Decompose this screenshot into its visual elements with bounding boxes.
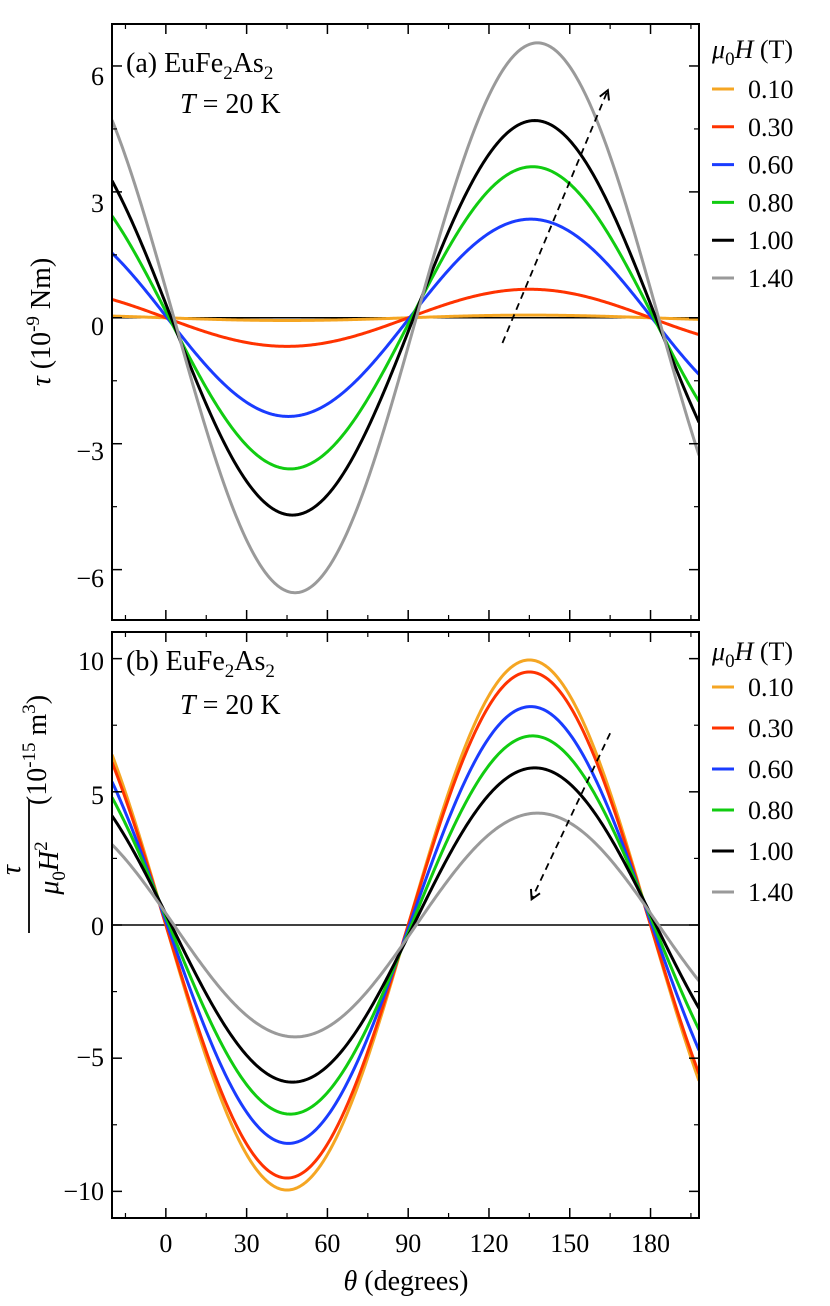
panel-a-legend: μ0H (T) 0.10 0.30 0.60 0.80 1.00 1.40 <box>711 35 794 293</box>
x-tick-label: 0 <box>159 1229 172 1258</box>
series-line-0.30 <box>112 287 699 348</box>
legend-label-1.40: 1.40 <box>748 264 794 293</box>
panel-b-frame <box>111 631 700 1219</box>
panel-b-ytick-label: −5 <box>76 1043 104 1072</box>
legend-label-0.30: 0.30 <box>748 113 794 142</box>
series-line-0.60 <box>112 217 699 418</box>
panel-b-legend: μ0H (T) 0.10 0.30 0.60 0.80 1.00 1.40 <box>711 637 794 907</box>
panel-a-ytick-label: −3 <box>76 437 104 466</box>
x-tick-label: 120 <box>469 1229 508 1258</box>
legend-label-0.80: 0.80 <box>748 188 794 217</box>
panel-a-series-group <box>112 41 699 595</box>
panel-a-frame <box>111 23 700 621</box>
panel-a-temperature: T = 20 K <box>180 89 281 120</box>
series-line-1.40 <box>112 811 699 1039</box>
panel-a-ytick-label: 3 <box>91 189 104 218</box>
panel-b-title: (b) EuFe2As2 <box>126 646 275 682</box>
panel-b-ytick-label: −10 <box>63 1177 104 1206</box>
legend-label-0.30: 0.30 <box>748 714 794 743</box>
legend-label-1.40: 1.40 <box>748 878 794 907</box>
x-tick-label: 60 <box>314 1229 340 1258</box>
panel-b-ytick-label: 10 <box>78 647 104 676</box>
panel-b: 10 5 0 −5 −10 τ μ0H2 (10-15 m3) (b) EuFe… <box>0 631 794 1297</box>
legend-label-1.00: 1.00 <box>748 837 794 866</box>
x-tick-label: 30 <box>234 1229 260 1258</box>
series-line-1.00 <box>112 119 699 517</box>
legend-label-1.00: 1.00 <box>748 226 794 255</box>
x-tick-label: 180 <box>631 1229 670 1258</box>
legend-label-0.60: 0.60 <box>748 755 794 784</box>
panel-a-ytick-label: 0 <box>91 312 104 341</box>
panel-a: 6 3 0 −3 −6 τ (10-9 Nm) (a) EuFe2As2 T =… <box>23 23 794 621</box>
panel-b-ylabel-numerator: τ <box>0 864 27 875</box>
panel-b-ylabel-unit: (10-15 m3) <box>19 695 53 805</box>
panel-b-xlabel: θ (degrees) <box>344 1266 469 1297</box>
panel-b-ylabel: τ μ0H2 (10-15 m3) <box>0 695 70 933</box>
panel-a-ytick-label: 6 <box>91 62 104 91</box>
legend-label-0.60: 0.60 <box>748 151 794 180</box>
panel-b-legend-title: μ0H (T) <box>711 637 793 672</box>
panel-a-legend-title: μ0H (T) <box>711 35 793 70</box>
legend-label-0.10: 0.10 <box>748 75 794 104</box>
series-line-1.40 <box>112 41 699 595</box>
panel-b-series-group <box>112 658 699 1192</box>
legend-label-0.80: 0.80 <box>748 796 794 825</box>
x-tick-label: 90 <box>395 1229 421 1258</box>
panel-a-ylabel: τ (10-9 Nm) <box>23 258 57 387</box>
panel-b-ylabel-denominator: μ0H2 <box>31 841 70 895</box>
series-line-0.80 <box>112 165 699 471</box>
panel-a-trend-arrow <box>501 91 607 344</box>
panel-b-temperature: T = 20 K <box>180 690 281 721</box>
panel-a-ytick-label: −6 <box>76 564 104 593</box>
panel-a-title: (a) EuFe2As2 <box>126 48 273 84</box>
legend-label-0.10: 0.10 <box>748 673 794 702</box>
panel-b-ytick-label: 5 <box>91 781 104 810</box>
x-tick-label: 150 <box>550 1229 589 1258</box>
panel-a-ticks <box>112 24 699 620</box>
panel-b-trend-arrow <box>532 732 611 898</box>
panel-b-ytick-label: 0 <box>91 912 104 941</box>
